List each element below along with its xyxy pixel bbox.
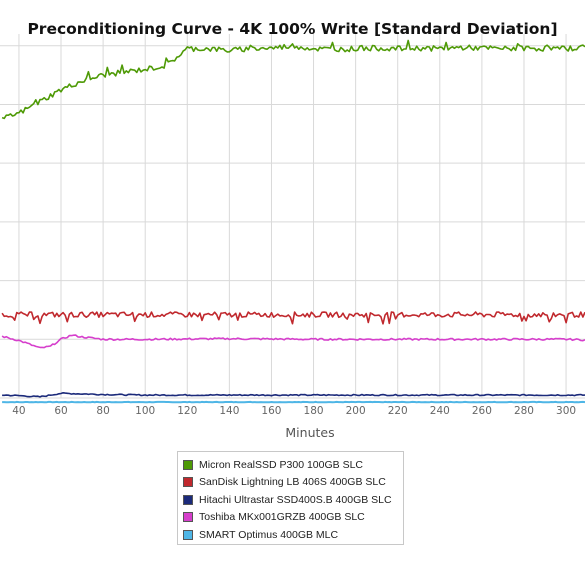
x-tick-label: 80	[96, 405, 109, 417]
x-tick-label: 220	[388, 405, 408, 417]
x-tick-label: 200	[346, 405, 366, 417]
x-tick-label: 240	[430, 405, 450, 417]
x-axis-label: Minutes	[285, 425, 334, 440]
series-line-1	[1, 311, 585, 325]
series-line-2	[2, 392, 585, 398]
legend-label: SMART Optimus 400GB MLC	[199, 528, 339, 541]
legend-item-3: Toshiba MKx001GRZB 400GB SLC	[183, 509, 403, 527]
x-tick-label: 120	[177, 405, 197, 417]
legend-swatch	[183, 529, 193, 540]
legend-label: Hitachi Ultrastar SSD400S.B 400GB SLC	[199, 493, 392, 506]
legend-label: SanDisk Lightning LB 406S 400GB SLC	[199, 476, 386, 489]
x-tick-label: 60	[54, 405, 67, 417]
legend-swatch	[183, 512, 193, 523]
x-tick-label: 280	[514, 405, 534, 417]
legend-item-0: Micron RealSSD P300 100GB SLC	[183, 456, 403, 474]
x-tick-label: 300	[556, 405, 576, 417]
series-line-3	[1, 334, 585, 349]
chart-plot: 40 60 80 100 120 140 160 180 200 220 240 260 280 300 …	[0, 34, 585, 440]
chart-title: Preconditioning Curve - 4K 100% Write [S…	[27, 20, 558, 38]
x-tick-label: 180	[304, 405, 324, 417]
x-tick-label: 260	[472, 405, 492, 417]
legend-swatch	[183, 459, 193, 470]
legend-swatch	[183, 477, 193, 488]
x-tick-label: 100	[135, 405, 155, 417]
legend-label: Micron RealSSD P300 100GB SLC	[199, 458, 363, 471]
x-tick-label: 140	[219, 405, 239, 417]
legend-label: Toshiba MKx001GRZB 400GB SLC	[199, 511, 365, 524]
x-tick-label: 160	[261, 405, 281, 417]
x-tick-label: 40	[12, 405, 25, 417]
legend-item-2: Hitachi Ultrastar SSD400S.B 400GB SLC	[183, 491, 403, 509]
legend-swatch	[183, 494, 193, 505]
legend-item-1: SanDisk Lightning LB 406S 400GB SLC	[183, 474, 403, 492]
legend-item-4: SMART Optimus 400GB MLC	[183, 526, 403, 544]
chart-legend: Micron RealSSD P300 100GB SLC SanDisk Lig…	[177, 451, 404, 545]
series-line-0	[1, 39, 585, 120]
